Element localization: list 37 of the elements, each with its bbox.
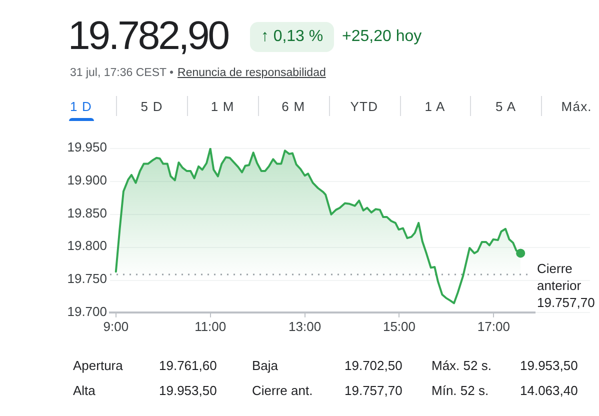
text: Máx. 52 s.: [432, 358, 492, 373]
text: 5 D: [140, 99, 163, 114]
text: 1 D: [70, 99, 92, 114]
y-tick-label: 19.800: [67, 238, 107, 254]
y-tick-label: 19.850: [67, 205, 107, 220]
text: 19.702,50: [344, 358, 402, 373]
text: Renuncia de responsabilidad: [178, 67, 326, 79]
text: YTD: [350, 99, 378, 114]
chart-subtitle: 31 jul, 17:36 CEST •: [70, 67, 174, 79]
text: 19.953,50: [520, 358, 578, 373]
text: 19.953,50: [159, 382, 217, 398]
text: 5 A: [495, 99, 516, 114]
chart-title: 19.782,90: [68, 14, 228, 58]
text: +25,20 hoy: [342, 28, 422, 45]
text: 6 M: [282, 99, 306, 114]
text: Máx.: [561, 99, 592, 114]
text: 19.757,70: [344, 382, 402, 398]
text: 1 M: [210, 99, 234, 114]
text: 19.761,60: [159, 358, 217, 373]
x-tick-label: 15:00: [382, 318, 416, 334]
text: ↑ 0,13 %: [260, 28, 324, 45]
text: Baja: [252, 358, 278, 373]
y-tick-label: 19.700: [67, 304, 107, 319]
x-tick-label: 9:00: [103, 318, 129, 334]
ref-line-label: Cierre anterior 19.757,70: [537, 261, 595, 310]
text: Apertura: [73, 358, 123, 373]
x-tick-label: 17:00: [477, 318, 510, 334]
y-tick-label: 19.750: [67, 271, 107, 286]
text: Alta: [73, 382, 96, 398]
x-tick-label: 11:00: [194, 318, 226, 334]
text: 1 A: [424, 99, 446, 114]
y-tick-label: 19.900: [67, 172, 107, 188]
text: Mín. 52 s.: [432, 382, 489, 398]
y-tick-label: 19.950: [67, 140, 107, 155]
text: 14.063,40: [520, 382, 578, 398]
x-tick-label: 13:00: [288, 318, 322, 334]
text: Cierre ant.: [252, 382, 313, 398]
